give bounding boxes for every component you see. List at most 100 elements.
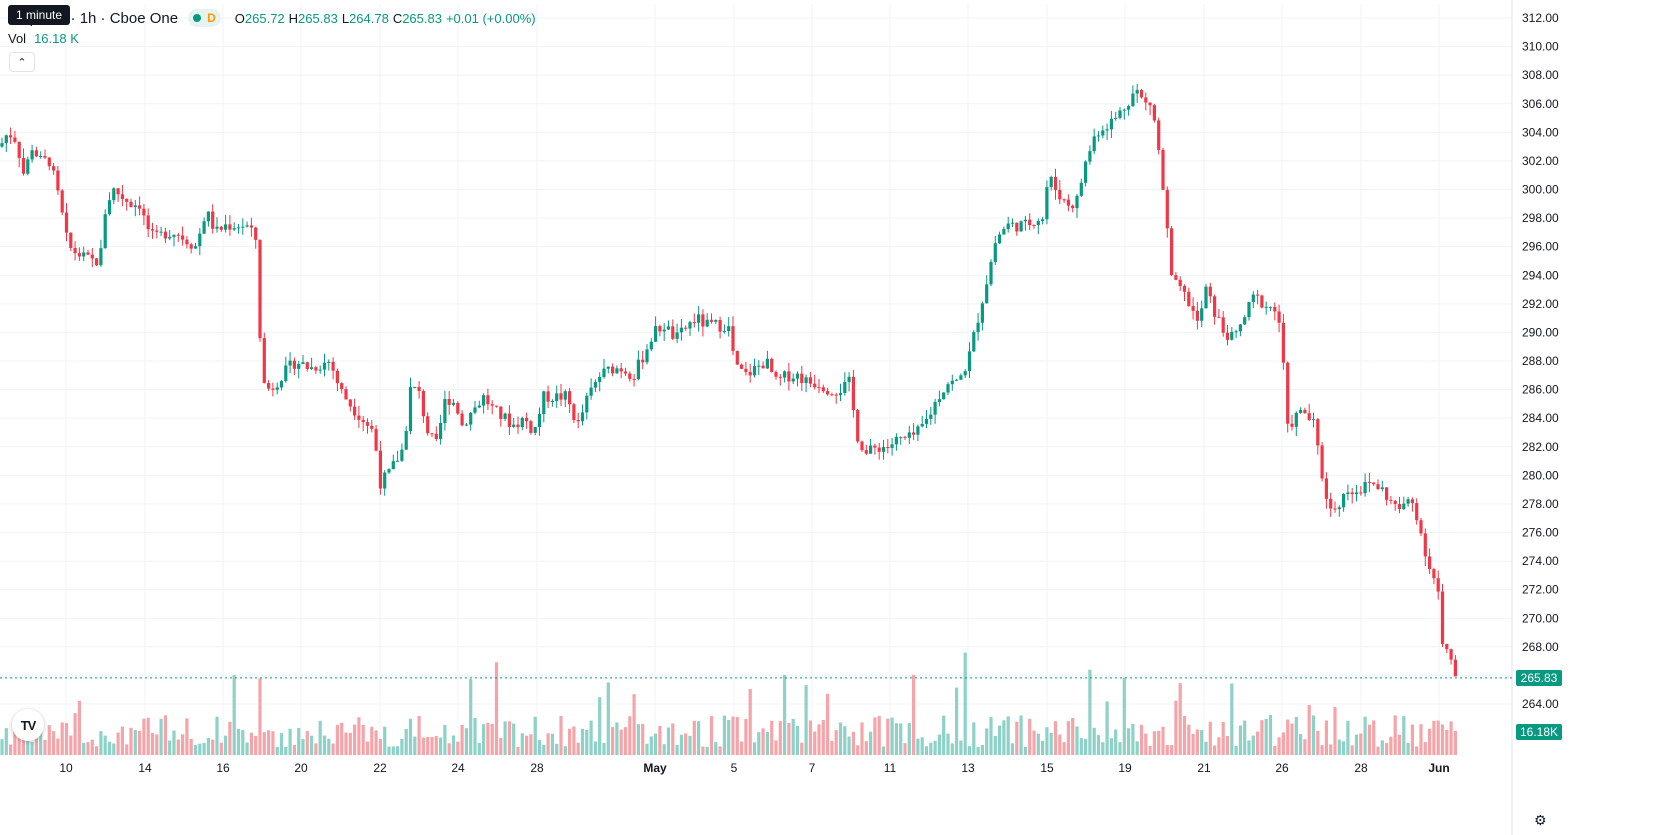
volume-bar xyxy=(254,735,258,755)
candle-body xyxy=(808,377,812,384)
candle-body xyxy=(1148,102,1152,106)
volume-bar xyxy=(374,730,378,755)
volume-bar xyxy=(198,743,202,755)
volume-bar xyxy=(60,722,64,755)
candle-body xyxy=(1191,306,1195,311)
candle-body xyxy=(886,447,890,449)
candle-body xyxy=(1449,649,1453,660)
price-axis[interactable]: 264.00266.00268.00270.00272.00274.00276.… xyxy=(1522,11,1559,711)
volume-bar xyxy=(937,734,941,755)
candle-body xyxy=(443,399,447,423)
volume-bar xyxy=(142,718,146,755)
candle-body xyxy=(783,371,787,378)
x-tick-label: 11 xyxy=(884,761,897,775)
tradingview-logo-icon[interactable]: TV xyxy=(12,709,44,741)
volume-bar xyxy=(1389,736,1393,755)
volume-bar xyxy=(327,738,331,755)
candle-body xyxy=(537,414,542,428)
candle-body xyxy=(1247,302,1251,318)
candle-body xyxy=(654,326,658,342)
volume-bar xyxy=(662,744,666,755)
y-tick-label: 268.00 xyxy=(1522,640,1559,654)
candle-body xyxy=(658,326,662,332)
volume-bar xyxy=(348,732,352,755)
volume-bar xyxy=(64,723,69,755)
candle-body xyxy=(632,378,636,380)
candle-body xyxy=(314,367,318,371)
candle-body xyxy=(748,371,752,376)
candle-body xyxy=(1251,294,1255,303)
candle-body xyxy=(847,376,851,382)
candle-body xyxy=(916,426,920,435)
y-tick-label: 312.00 xyxy=(1522,11,1559,25)
candle-body xyxy=(52,166,56,171)
candle-body xyxy=(129,201,133,208)
volume-bar xyxy=(826,693,830,755)
candle-body xyxy=(684,327,688,329)
candle-body xyxy=(843,381,847,394)
market-status-badge[interactable]: D xyxy=(188,9,221,27)
candle-body xyxy=(348,399,352,407)
candle-body xyxy=(890,444,894,448)
candle-body xyxy=(254,227,258,240)
candle-body xyxy=(421,390,425,417)
volume-bar xyxy=(434,735,438,755)
candle-body xyxy=(155,230,159,232)
candle-body xyxy=(224,224,228,230)
volume-bar xyxy=(1273,746,1277,755)
candle-body xyxy=(718,320,722,332)
volume-bar xyxy=(90,739,94,755)
candle-body xyxy=(735,350,739,365)
volume-bar xyxy=(9,744,13,755)
volume-bar xyxy=(378,739,382,755)
candle-body xyxy=(967,351,972,372)
candle-body xyxy=(206,211,210,222)
candle-body xyxy=(645,349,649,363)
volume-bar xyxy=(520,733,524,755)
y-tick-label: 284.00 xyxy=(1522,411,1559,425)
volume-bar xyxy=(924,746,929,755)
volume-bar xyxy=(589,720,593,755)
gear-icon[interactable]: ⚙ xyxy=(1534,812,1547,828)
volume-bar xyxy=(899,723,903,755)
volume-bar xyxy=(525,735,529,755)
volume-bar xyxy=(533,716,537,755)
chart-legend: roup Inc. · 1h · Cboe One D O 265.72 H 265… xyxy=(8,8,536,48)
candle-body xyxy=(387,469,391,473)
volume-bar xyxy=(460,725,464,755)
volume-bar xyxy=(69,735,73,755)
candle-body xyxy=(322,362,327,370)
volume-bar xyxy=(920,737,924,755)
volume-bar xyxy=(335,724,339,755)
candle-body xyxy=(787,371,791,382)
volume-bar xyxy=(1410,724,1414,755)
candle-body xyxy=(228,224,232,230)
time-axis[interactable]: 10 14 16 20 22 24 28 May 5 7 11 13 15 19 21 26 28 Jun xyxy=(59,761,1449,775)
y-tick-label: 294.00 xyxy=(1522,268,1559,282)
candle-body xyxy=(95,258,99,266)
volume-bar xyxy=(1329,744,1333,755)
candle-body xyxy=(920,423,924,427)
candle-body xyxy=(1376,484,1380,490)
candle-body xyxy=(516,424,520,428)
volume-bar xyxy=(1385,743,1389,755)
candle-body xyxy=(1363,481,1367,494)
candle-body xyxy=(804,377,808,384)
volume-bar xyxy=(1419,724,1423,755)
volume-bar xyxy=(1342,741,1346,755)
volume-bar xyxy=(1182,715,1187,755)
volume-bar xyxy=(1415,746,1419,755)
candle-body xyxy=(1152,105,1156,121)
candle-body xyxy=(1264,306,1268,308)
volume-bar xyxy=(886,718,890,755)
volume-bar xyxy=(580,728,585,755)
collapse-legend-button[interactable]: ⌃ xyxy=(9,52,35,72)
candle-body xyxy=(1032,225,1036,227)
candle-body xyxy=(1453,659,1457,677)
candle-body xyxy=(933,401,937,415)
volume-bar xyxy=(1071,717,1075,755)
candle-body xyxy=(903,436,907,438)
volume-bar xyxy=(645,743,649,755)
candle-body xyxy=(636,359,640,380)
